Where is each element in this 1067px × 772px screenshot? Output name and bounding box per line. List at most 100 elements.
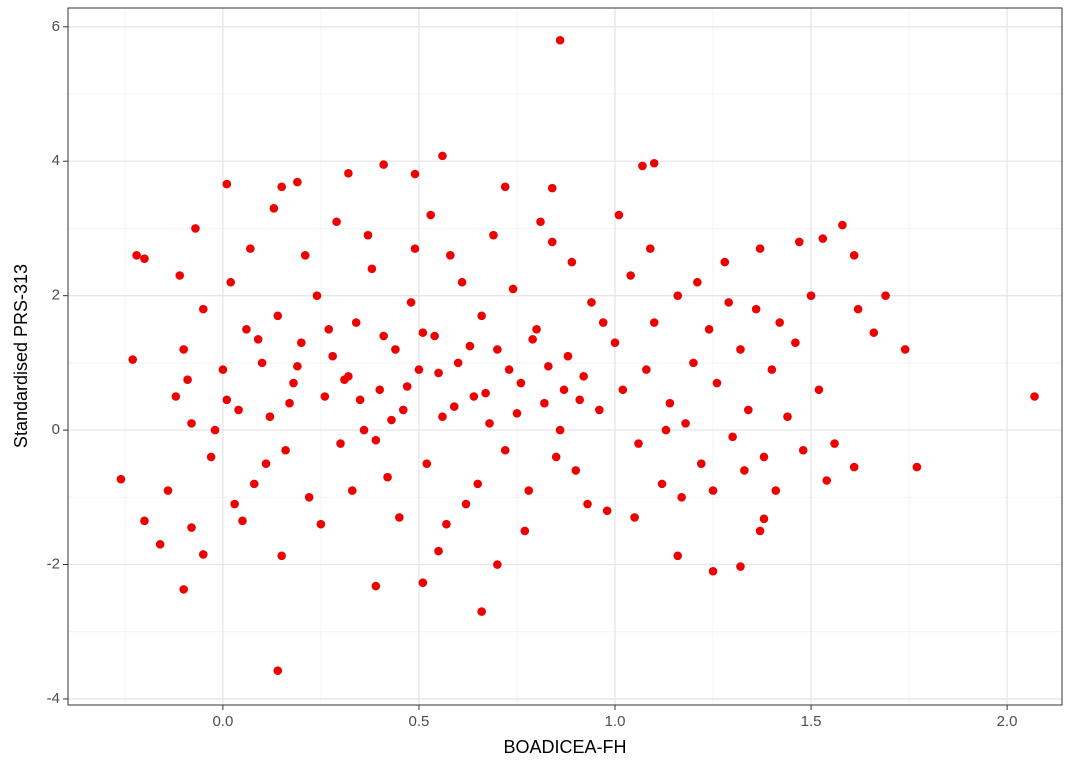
- point: [293, 177, 302, 187]
- point: [626, 271, 635, 280]
- point: [277, 551, 287, 561]
- point: [395, 513, 404, 522]
- point: [814, 385, 824, 395]
- point: [689, 358, 698, 368]
- point: [649, 158, 659, 168]
- point: [461, 499, 471, 509]
- y-tick-label: 4: [52, 152, 60, 169]
- point: [179, 585, 188, 594]
- point: [265, 412, 275, 421]
- point: [500, 445, 510, 455]
- point: [693, 277, 702, 287]
- point: [544, 361, 553, 371]
- point: [900, 345, 910, 354]
- y-axis-title: Standardised PRS-313: [11, 264, 31, 448]
- y-tick-label: -4: [47, 690, 60, 707]
- point: [551, 452, 561, 462]
- point: [473, 479, 483, 489]
- point: [371, 435, 381, 445]
- y-tick-label: 0: [52, 421, 60, 438]
- point: [434, 546, 443, 556]
- point: [332, 217, 341, 227]
- point: [610, 338, 620, 348]
- point: [783, 412, 792, 421]
- point: [191, 224, 200, 233]
- point: [257, 358, 267, 368]
- point: [767, 365, 777, 374]
- point: [524, 486, 534, 495]
- point: [218, 365, 228, 374]
- x-tick-label: 0.5: [409, 713, 430, 730]
- point: [794, 237, 804, 247]
- point: [418, 578, 428, 587]
- point: [320, 392, 330, 401]
- point: [175, 271, 185, 280]
- point: [744, 405, 753, 415]
- point: [328, 351, 337, 361]
- point: [426, 210, 436, 220]
- point: [434, 368, 443, 378]
- point: [422, 459, 432, 469]
- point: [638, 161, 647, 171]
- point: [402, 382, 412, 391]
- point: [281, 445, 290, 455]
- point: [759, 452, 769, 462]
- point: [293, 361, 302, 371]
- point: [504, 365, 514, 374]
- point: [536, 217, 545, 227]
- point: [602, 506, 612, 516]
- point: [198, 550, 208, 559]
- point: [704, 324, 714, 334]
- x-tick-label: 1.0: [605, 713, 626, 730]
- point: [289, 378, 298, 388]
- point: [849, 251, 859, 260]
- point: [493, 560, 502, 569]
- point: [853, 304, 863, 314]
- point: [222, 179, 232, 189]
- x-axis-title: BOADICEA-FH: [503, 737, 626, 757]
- point: [755, 526, 765, 536]
- panel-border: [67, 7, 1063, 706]
- point: [559, 385, 569, 395]
- point: [387, 415, 396, 425]
- point: [453, 358, 463, 368]
- point: [253, 335, 263, 344]
- point: [759, 514, 769, 524]
- point: [132, 251, 141, 260]
- point: [512, 408, 522, 418]
- point: [736, 562, 745, 571]
- point: [1030, 392, 1039, 401]
- y-tick-label: 2: [52, 287, 60, 304]
- point: [477, 311, 486, 321]
- point: [869, 328, 879, 337]
- point: [285, 398, 294, 408]
- point: [242, 324, 251, 334]
- point: [457, 277, 467, 287]
- point: [489, 230, 498, 240]
- point: [798, 445, 808, 455]
- point: [371, 581, 381, 591]
- point: [410, 244, 420, 253]
- point: [379, 160, 388, 169]
- point: [347, 486, 357, 495]
- point: [681, 419, 690, 428]
- point: [261, 459, 271, 469]
- point: [179, 345, 188, 354]
- point: [751, 304, 761, 314]
- point: [383, 472, 392, 482]
- point: [555, 425, 565, 435]
- point: [555, 35, 565, 45]
- point: [791, 338, 800, 348]
- point: [246, 244, 255, 253]
- point: [634, 439, 643, 448]
- point: [206, 452, 216, 462]
- point: [116, 474, 126, 484]
- point: [838, 220, 847, 230]
- point: [273, 311, 283, 321]
- point: [567, 257, 577, 267]
- point: [673, 291, 683, 300]
- point: [547, 237, 557, 247]
- point: [728, 432, 737, 442]
